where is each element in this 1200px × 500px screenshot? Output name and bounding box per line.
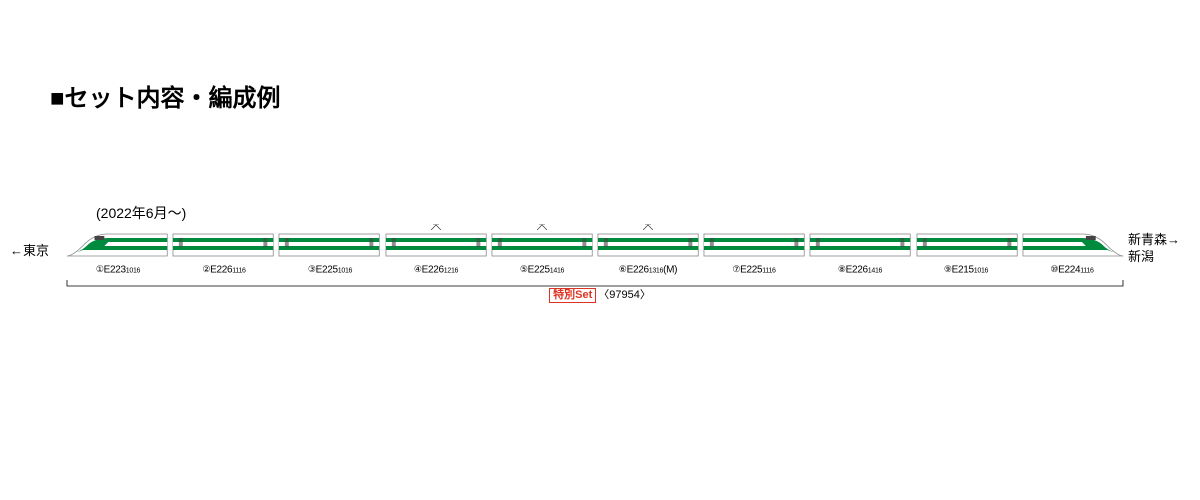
train-formation: [65, 230, 1125, 260]
car-label: ④E2261216: [383, 264, 489, 276]
train-car: [702, 230, 806, 258]
date-note: (2022年6月～): [96, 203, 186, 223]
pantograph-icon: [431, 224, 441, 230]
car-label: ⑦E2251116: [701, 264, 807, 276]
train-car: [171, 230, 275, 258]
train-car: [915, 230, 1019, 258]
car-labels-row: ①E2231016②E2261116③E2251016④E2261216⑤E22…: [65, 264, 1125, 276]
dest-right-line1: 新青森→: [1128, 232, 1180, 249]
set-label-container: 特別Set〈97954〉: [0, 286, 1200, 303]
car-label: ①E2231016: [65, 264, 171, 276]
pantograph-icon: [643, 224, 653, 230]
car-label: ②E2261116: [171, 264, 277, 276]
car-label: ③E2251016: [277, 264, 383, 276]
car-label: ⑤E2251416: [489, 264, 595, 276]
train-car: [384, 230, 488, 258]
train-car: [65, 230, 169, 258]
train-car: [1021, 230, 1125, 258]
car-label: ⑨E2151016: [913, 264, 1019, 276]
dest-right-line2: 新潟: [1128, 249, 1180, 266]
section-title: ■セット内容・編成例: [50, 78, 281, 113]
pantograph-icon: [537, 224, 547, 230]
set-badge: 特別Set: [549, 288, 596, 303]
train-car: [596, 230, 700, 258]
set-code: 〈97954〉: [598, 289, 651, 301]
car-label: ⑧E2261416: [807, 264, 913, 276]
car-label: ⑥E2261316(M): [595, 264, 701, 276]
destination-right: 新青森→ 新潟: [1128, 232, 1180, 266]
train-car: [490, 230, 594, 258]
train-car: [808, 230, 912, 258]
train-car: [277, 230, 381, 258]
car-label: ⑩E2241116: [1019, 264, 1125, 276]
destination-left: ←東京: [10, 240, 49, 259]
